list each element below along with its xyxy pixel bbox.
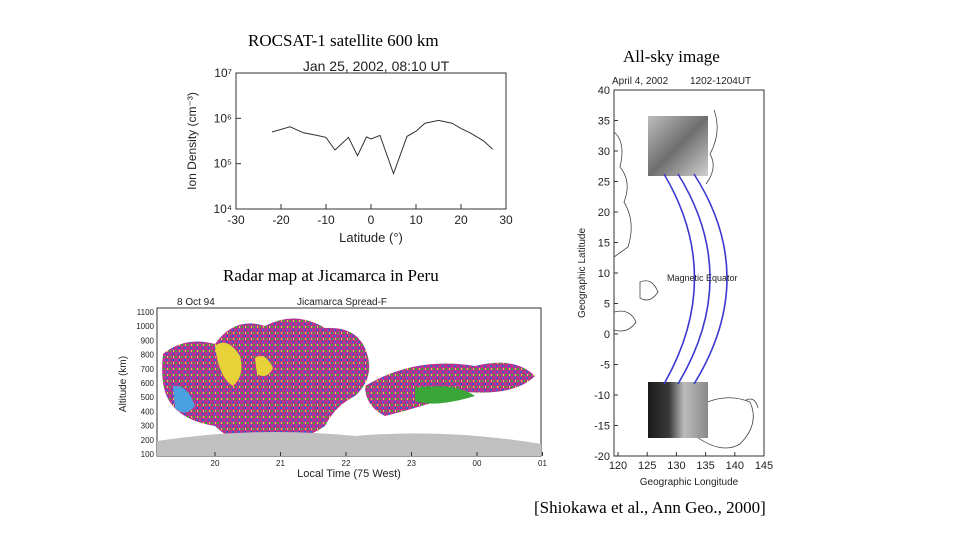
map-y-tick-label: 15 — [598, 238, 610, 250]
radar-x-label: Local Time (75 West) — [297, 468, 401, 480]
map-y-tick-label: -20 — [594, 451, 610, 463]
radar-x-tick-label: 21 — [276, 459, 285, 468]
radar-y-tick-label: 300 — [141, 422, 155, 431]
radar-x-tick-label: 20 — [211, 459, 220, 468]
ion-density-line — [271, 119, 493, 176]
magnetic-equator-label: Magnetic Equator — [667, 273, 738, 283]
radar-caption: Radar map at Jicamarca in Peru — [223, 266, 439, 285]
radar-x-tick-label: 22 — [342, 459, 351, 468]
radar-y-tick-label: 600 — [141, 379, 155, 388]
radar-y-ticks: 1100 1000 900 800 700 600 500 400 300 200 100 — [136, 308, 154, 459]
radar-x-tick-label: 23 — [407, 459, 416, 468]
map-title-time: 1202-1204UT — [690, 76, 751, 87]
map-x-tick-label: 120 — [609, 460, 627, 472]
ion-x-tick-label: -30 — [227, 213, 245, 227]
radar-x-tick-label: 01 — [538, 459, 547, 468]
ion-x-label: Latitude (°) — [339, 230, 403, 245]
map-x-tick-label: 135 — [696, 460, 714, 472]
radar-y-label: Altitude (km) — [118, 356, 129, 412]
map-y-label: Geographic Latitude — [577, 228, 588, 319]
ion-x-tick-label: -10 — [317, 213, 335, 227]
map-title-date: April 4, 2002 — [612, 76, 669, 87]
radar-spread-f-map: 8 Oct 94 Jicamarca Spread-F 1100 1000 900 8… — [118, 297, 547, 480]
ion-x-tick-label: -20 — [272, 213, 290, 227]
ion-y-ticks: 10⁷ 10⁶ 10⁵ 10⁴ — [213, 66, 241, 216]
map-x-ticks: 120 125 130 135 140 145 — [609, 452, 773, 472]
map-y-tick-label: 5 — [604, 299, 610, 311]
magnetic-field-lines — [663, 173, 728, 385]
radar-y-tick-label: 500 — [141, 393, 155, 402]
map-x-tick-label: 145 — [755, 460, 773, 472]
map-y-tick-label: 25 — [598, 177, 610, 189]
ion-y-tick-label: 10⁶ — [214, 111, 232, 125]
ion-y-label: Ion Density (cm⁻³) — [185, 92, 199, 190]
map-y-tick-label: 35 — [598, 116, 610, 128]
all-sky-map: April 4, 2002 1202-1204UT Magnetic Equat… — [577, 76, 773, 488]
radar-x-ticks: 20 21 22 23 00 01 — [211, 452, 547, 468]
radar-y-tick-label: 200 — [141, 436, 155, 445]
map-x-label: Geographic Longitude — [640, 477, 739, 488]
radar-y-tick-label: 1100 — [137, 308, 155, 317]
map-y-tick-label: 40 — [598, 85, 610, 97]
ion-x-tick-label: 30 — [499, 213, 513, 227]
coastlines — [613, 109, 759, 449]
radar-y-tick-label: 900 — [141, 336, 155, 345]
ion-x-ticks: -30 -20 -10 0 10 20 30 — [227, 204, 513, 227]
map-y-tick-label: -5 — [600, 360, 610, 372]
ion-y-tick-label: 10⁵ — [214, 157, 232, 171]
radar-y-tick-label: 800 — [141, 351, 155, 360]
map-y-ticks: 40 35 30 25 20 15 10 5 0 -5 -10 -15 -20 — [594, 85, 618, 463]
map-y-tick-label: 20 — [598, 207, 610, 219]
map-y-tick-label: -10 — [594, 390, 610, 402]
radar-echo-plumes — [157, 318, 541, 456]
map-y-tick-label: 0 — [604, 329, 610, 341]
radar-title-date: 8 Oct 94 — [177, 297, 215, 308]
map-x-tick-label: 130 — [667, 460, 685, 472]
map-x-tick-label: 125 — [638, 460, 656, 472]
map-y-tick-label: 10 — [598, 268, 610, 280]
ion-plot-frame — [235, 72, 507, 210]
ion-chart-title: Jan 25, 2002, 08:10 UT — [303, 58, 450, 74]
radar-y-tick-label: 100 — [141, 450, 155, 459]
radar-title-name: Jicamarca Spread-F — [297, 297, 387, 308]
ion-y-tick-label: 10⁴ — [213, 202, 232, 216]
ion-x-tick-label: 0 — [368, 213, 375, 227]
ion-x-tick-label: 10 — [409, 213, 423, 227]
radar-x-tick-label: 00 — [473, 459, 482, 468]
radar-y-tick-label: 1000 — [136, 322, 154, 331]
radar-y-tick-label: 400 — [141, 407, 155, 416]
citation: [Shiokawa et al., Ann Geo., 2000] — [534, 498, 766, 517]
ion-y-tick-label: 10⁷ — [214, 66, 232, 80]
map-x-tick-label: 140 — [726, 460, 744, 472]
ion-x-tick-label: 20 — [454, 213, 468, 227]
map-y-tick-label: -15 — [594, 421, 610, 433]
rocsat-caption: ROCSAT-1 satellite 600 km — [248, 31, 439, 50]
radar-y-tick-label: 700 — [141, 365, 155, 374]
map-y-tick-label: 30 — [598, 146, 610, 158]
all-sky-image-south — [648, 382, 708, 438]
all-sky-image-north — [648, 116, 708, 176]
allsky-caption: All-sky image — [623, 47, 720, 66]
